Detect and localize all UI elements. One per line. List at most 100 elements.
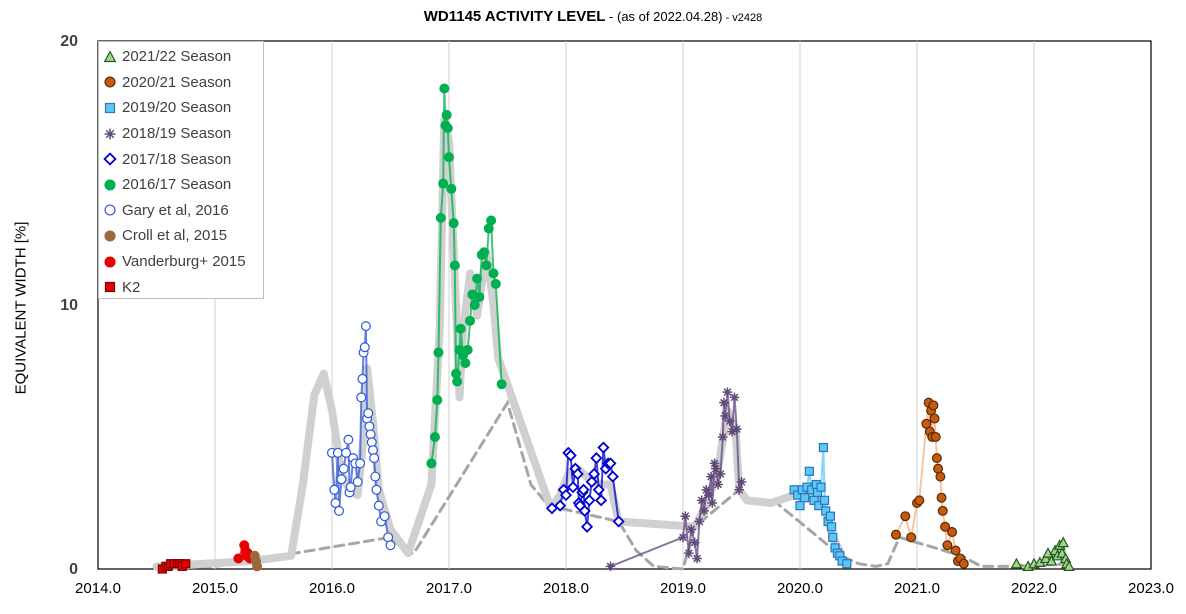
- data-point: [935, 471, 946, 482]
- y-tick-label: 20: [60, 33, 78, 50]
- data-point: [696, 495, 707, 506]
- data-point: [181, 559, 191, 569]
- data-point: [486, 215, 497, 226]
- data-point: [233, 553, 244, 564]
- data-point: [713, 479, 723, 490]
- data-point: [578, 504, 591, 517]
- legend-marker: [104, 76, 116, 88]
- legend-item: 2019/20 Season: [99, 95, 263, 121]
- data-point: [426, 458, 437, 469]
- data-point: [937, 505, 948, 516]
- x-tick-label: 2021.0: [894, 580, 940, 597]
- x-tick-label: 2016.0: [309, 580, 355, 597]
- data-point: [357, 373, 368, 384]
- series-2017-18-season: [545, 441, 625, 533]
- x-tick-label: 2017.0: [426, 580, 472, 597]
- data-point: [701, 485, 712, 495]
- data-point: [736, 477, 747, 487]
- data-point: [435, 212, 446, 223]
- x-tick-label: 2018.0: [543, 580, 589, 597]
- data-point: [577, 483, 590, 496]
- data-point: [379, 511, 390, 522]
- legend-item: 2021/22 Season: [99, 44, 263, 70]
- data-point: [444, 152, 455, 163]
- x-tick-label: 2019.0: [660, 580, 706, 597]
- chart-title: WD1145 ACTIVITY LEVEL - (as of 2022.04.2…: [0, 8, 1186, 26]
- data-point: [1063, 560, 1075, 571]
- legend-label: Croll et al, 2015: [122, 227, 228, 245]
- y-tick-label: 0: [69, 561, 78, 578]
- data-point: [795, 501, 805, 511]
- data-point: [725, 416, 735, 426]
- data-point: [814, 501, 824, 511]
- data-point: [488, 268, 499, 279]
- data-point: [709, 458, 720, 469]
- chart-title-date: - (as of 2022.04.28): [605, 9, 723, 24]
- data-point: [678, 532, 688, 543]
- data-point: [352, 476, 363, 487]
- data-point: [800, 493, 810, 503]
- chart-title-version: - v2428: [722, 12, 763, 24]
- data-point: [842, 559, 852, 569]
- series-2018-19-season: [605, 387, 747, 572]
- data-point: [597, 441, 610, 454]
- data-point: [717, 432, 728, 442]
- data-point: [336, 474, 347, 485]
- data-point: [1045, 555, 1058, 566]
- data-point: [940, 521, 951, 532]
- legend-marker: [103, 152, 117, 166]
- data-point: [914, 495, 925, 506]
- data-point: [816, 482, 826, 492]
- data-point: [720, 411, 730, 421]
- data-point: [370, 471, 381, 482]
- data-point: [571, 467, 584, 481]
- data-point: [950, 545, 961, 556]
- data-point: [465, 315, 476, 326]
- y-tick-label: 10: [60, 297, 78, 314]
- data-point: [1010, 557, 1023, 569]
- plot-area: [97, 40, 1152, 570]
- data-point: [359, 342, 370, 353]
- data-point: [592, 483, 605, 496]
- data-point: [826, 522, 837, 532]
- legend-item: Vanderburg+ 2015: [99, 249, 263, 275]
- legend-item: 2020/21 Season: [99, 70, 263, 96]
- data-point: [341, 447, 352, 458]
- legend-marker-shape: [104, 76, 116, 88]
- legend-marker: [104, 255, 116, 268]
- legend-item: Gary et al, 2016: [99, 198, 263, 224]
- data-point: [900, 511, 911, 522]
- x-tick-label: 2020.0: [777, 580, 823, 597]
- data-point: [689, 537, 700, 548]
- x-tick-label: 2023.0: [1128, 580, 1174, 597]
- legend-marker-shape: [104, 230, 116, 242]
- data-point: [1039, 552, 1052, 564]
- data-point: [710, 463, 721, 474]
- data-point: [432, 395, 443, 406]
- legend-marker: [104, 204, 116, 216]
- legend-marker-shape: [104, 204, 116, 216]
- series-2016-17-season: [426, 83, 507, 469]
- series-croll-et-al-2015: [249, 550, 263, 572]
- legend-item: 2016/17 Season: [99, 172, 263, 198]
- data-point: [474, 292, 485, 303]
- data-point: [355, 458, 366, 469]
- data-point: [566, 481, 580, 494]
- series-line: [610, 391, 743, 568]
- data-point: [890, 529, 901, 540]
- data-point: [559, 489, 573, 502]
- data-point: [462, 344, 473, 355]
- data-point: [580, 520, 594, 533]
- data-point: [338, 463, 349, 474]
- series-gary-et-al-2016: [327, 321, 396, 551]
- legend-item: 2017/18 Season: [99, 146, 263, 172]
- data-point: [455, 323, 466, 334]
- data-point: [727, 426, 737, 437]
- data-point: [373, 500, 384, 511]
- data-point: [692, 553, 702, 564]
- legend-label: 2017/18 Season: [122, 150, 232, 168]
- data-point: [588, 467, 601, 481]
- data-point: [703, 490, 714, 500]
- data-point: [686, 524, 696, 535]
- data-point: [928, 400, 939, 411]
